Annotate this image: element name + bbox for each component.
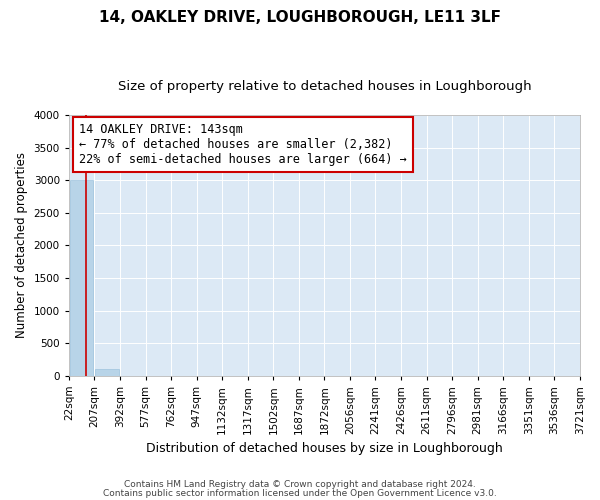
Y-axis label: Number of detached properties: Number of detached properties (15, 152, 28, 338)
Text: Contains HM Land Registry data © Crown copyright and database right 2024.: Contains HM Land Registry data © Crown c… (124, 480, 476, 489)
Bar (95, 370, 119, 376)
Text: 14, OAKLEY DRIVE, LOUGHBOROUGH, LE11 3LF: 14, OAKLEY DRIVE, LOUGHBOROUGH, LE11 3LF (99, 10, 501, 25)
Text: Contains public sector information licensed under the Open Government Licence v3: Contains public sector information licen… (103, 488, 497, 498)
X-axis label: Distribution of detached houses by size in Loughborough: Distribution of detached houses by size … (146, 442, 503, 455)
Text: 14 OAKLEY DRIVE: 143sqm
← 77% of detached houses are smaller (2,382)
22% of semi: 14 OAKLEY DRIVE: 143sqm ← 77% of detache… (79, 123, 407, 166)
Title: Size of property relative to detached houses in Loughborough: Size of property relative to detached ho… (118, 80, 531, 93)
Bar (70, 180, 94, 376)
